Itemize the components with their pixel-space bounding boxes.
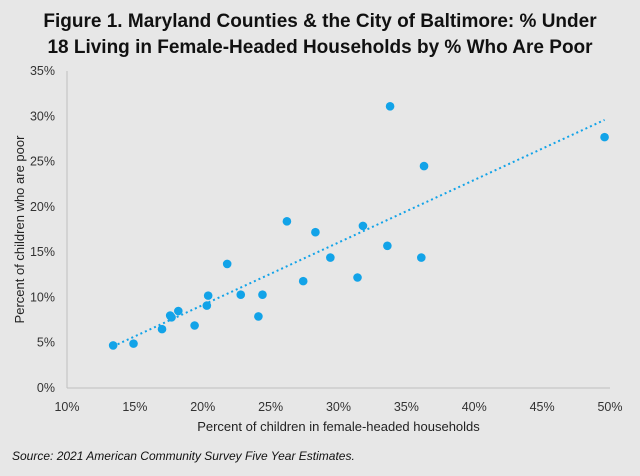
data-point bbox=[157, 324, 167, 334]
data-point bbox=[190, 321, 199, 330]
data-point bbox=[311, 227, 320, 237]
y-tick-label: 0% bbox=[37, 381, 55, 395]
chart-title-line-1: Figure 1. Maryland Counties & the City o… bbox=[43, 11, 597, 32]
data-point bbox=[222, 259, 232, 269]
data-point bbox=[282, 217, 292, 226]
axes bbox=[66, 71, 610, 389]
y-tick-label: 15% bbox=[30, 245, 55, 259]
y-tick-label: 10% bbox=[30, 290, 55, 304]
x-tick-label: 10% bbox=[54, 400, 79, 414]
x-tick-labels: 10% 15% 20% 25% 30% 35% 40% 45% 50% bbox=[54, 400, 622, 414]
data-point bbox=[167, 313, 176, 322]
data-point bbox=[202, 301, 212, 310]
x-tick-label: 25% bbox=[258, 400, 283, 414]
x-tick-label: 35% bbox=[394, 400, 419, 414]
x-tick-label: 50% bbox=[597, 400, 622, 414]
chart-title-line-2: 18 Living in Female-Headed Households by… bbox=[47, 37, 593, 58]
trendline bbox=[112, 119, 605, 348]
data-point bbox=[353, 273, 362, 282]
source-note: Source: 2021 American Community Survey F… bbox=[12, 449, 355, 463]
y-tick-labels: 0% 5% 10% 15% 20% 25% 30% 35% bbox=[30, 64, 55, 395]
y-tick-label: 20% bbox=[30, 200, 55, 214]
x-tick-label: 40% bbox=[462, 400, 487, 414]
data-point bbox=[298, 276, 308, 286]
data-point bbox=[326, 253, 335, 262]
y-tick-label: 5% bbox=[37, 336, 55, 350]
x-axis-title: Percent of children in female-headed hou… bbox=[197, 419, 480, 434]
data-points bbox=[108, 102, 609, 350]
x-tick-label: 45% bbox=[530, 400, 555, 414]
data-point bbox=[600, 132, 609, 142]
y-tick-label: 35% bbox=[30, 64, 55, 78]
data-point bbox=[203, 291, 213, 300]
data-point bbox=[383, 241, 392, 251]
data-point bbox=[258, 290, 267, 300]
y-tick-label: 25% bbox=[30, 155, 55, 169]
data-point bbox=[236, 290, 246, 300]
data-point bbox=[419, 161, 429, 171]
y-tick-label: 30% bbox=[30, 109, 55, 123]
data-point bbox=[385, 102, 395, 111]
y-axis-title: Percent of children who are poor bbox=[12, 135, 27, 324]
x-tick-label: 20% bbox=[190, 400, 215, 414]
data-point bbox=[417, 253, 426, 262]
x-tick-label: 30% bbox=[326, 400, 351, 414]
data-point bbox=[358, 221, 368, 231]
data-point bbox=[174, 306, 183, 316]
chart-title: Figure 1. Maryland Counties & the City o… bbox=[0, 9, 640, 61]
data-point bbox=[129, 339, 138, 348]
x-tick-label: 15% bbox=[122, 400, 147, 414]
data-point bbox=[108, 341, 118, 350]
data-point bbox=[254, 312, 263, 321]
